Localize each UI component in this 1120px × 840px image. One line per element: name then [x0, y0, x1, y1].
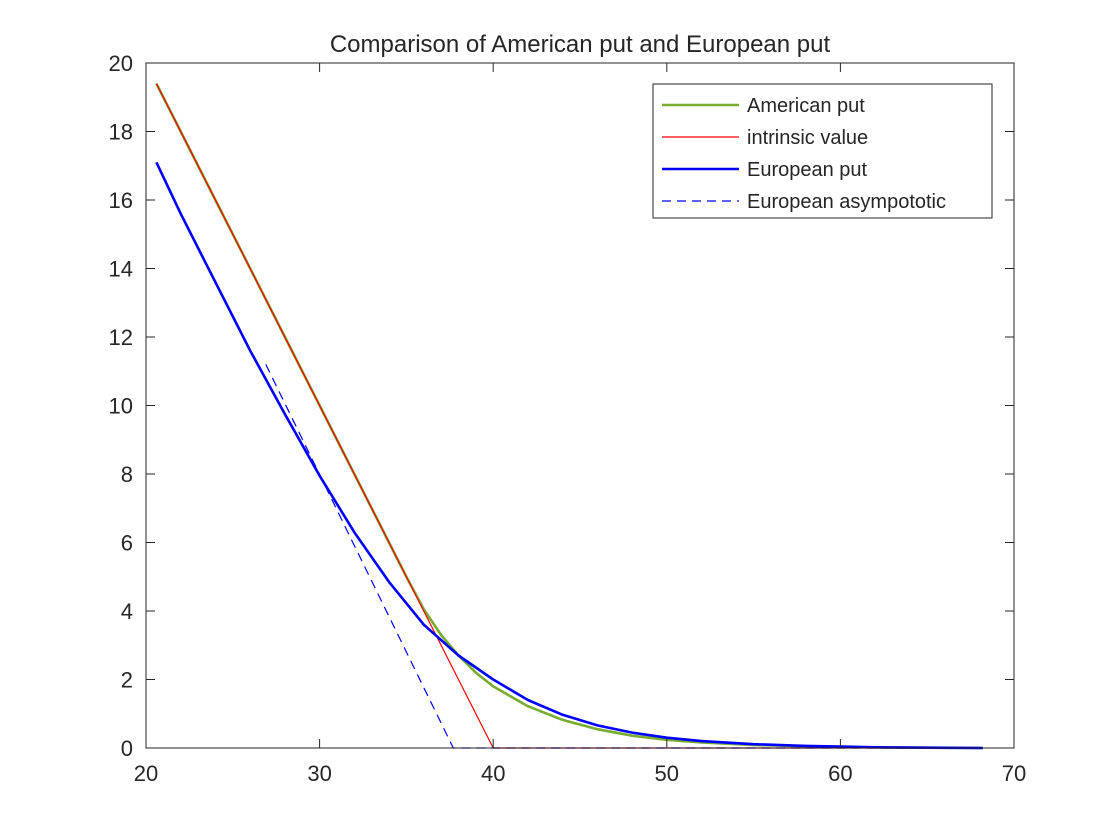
y-tick-label: 6 — [121, 531, 133, 556]
x-tick-label: 40 — [481, 761, 505, 786]
legend-box — [652, 83, 993, 219]
x-tick-label: 60 — [828, 761, 852, 786]
y-tick-label: 0 — [121, 736, 133, 761]
x-tick-label: 50 — [655, 761, 679, 786]
legend-label: European put — [747, 159, 868, 181]
x-tick-label: 20 — [134, 761, 158, 786]
ticks-layer: 20 30 40 50 60 70 0 2 4 6 8 10 12 14 16 18 20 — [109, 51, 1027, 786]
y-tick-label: 18 — [109, 120, 133, 145]
legend-label: European asympototic — [747, 191, 946, 213]
y-tick-label: 14 — [109, 257, 133, 282]
y-tick-label: 20 — [109, 51, 133, 76]
y-tick-label: 4 — [121, 599, 133, 624]
series-line-european-put — [155, 161, 983, 750]
legend: American put intrinsic value European put E… — [652, 83, 993, 219]
y-tick-label: 16 — [109, 188, 133, 213]
chart-title: Comparison of American put and European … — [330, 31, 831, 58]
legend-label: intrinsic value — [747, 127, 868, 149]
y-tick-label: 12 — [109, 325, 133, 350]
x-tick-label: 70 — [1002, 761, 1026, 786]
y-tick-label: 8 — [121, 462, 133, 487]
y-tick-label: 2 — [121, 668, 133, 693]
y-tick-label: 10 — [109, 394, 133, 419]
x-tick-label: 30 — [307, 761, 331, 786]
legend-label: American put — [747, 95, 865, 117]
